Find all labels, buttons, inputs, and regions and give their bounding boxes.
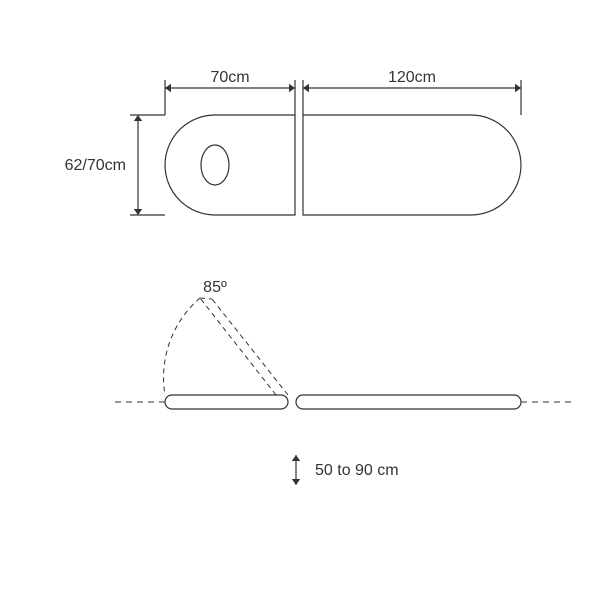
fold-edge-top bbox=[200, 298, 212, 299]
face-hole bbox=[201, 145, 229, 185]
height-range-label: 50 to 90 cm bbox=[315, 462, 399, 479]
top-view-head-section bbox=[165, 115, 295, 215]
dim-label-120cm: 120cm bbox=[388, 69, 436, 86]
dim-label-width: 62/70cm bbox=[65, 157, 126, 174]
dimension-top: 70cm 120cm bbox=[165, 69, 521, 115]
side-head-base bbox=[165, 395, 288, 409]
fold-arc bbox=[164, 298, 200, 395]
height-range-arrow bbox=[292, 455, 300, 485]
dimension-diagram: 70cm 120cm 62/70cm 85º 50 to 90 cm bbox=[0, 0, 600, 600]
fold-edge-inner bbox=[212, 299, 288, 395]
fold-edge-outer bbox=[200, 298, 276, 395]
side-body-base bbox=[296, 395, 521, 409]
angle-label: 85º bbox=[203, 279, 227, 296]
dim-label-70cm: 70cm bbox=[210, 69, 249, 86]
dimension-left: 62/70cm bbox=[65, 115, 165, 215]
top-view-body-section bbox=[303, 115, 521, 215]
